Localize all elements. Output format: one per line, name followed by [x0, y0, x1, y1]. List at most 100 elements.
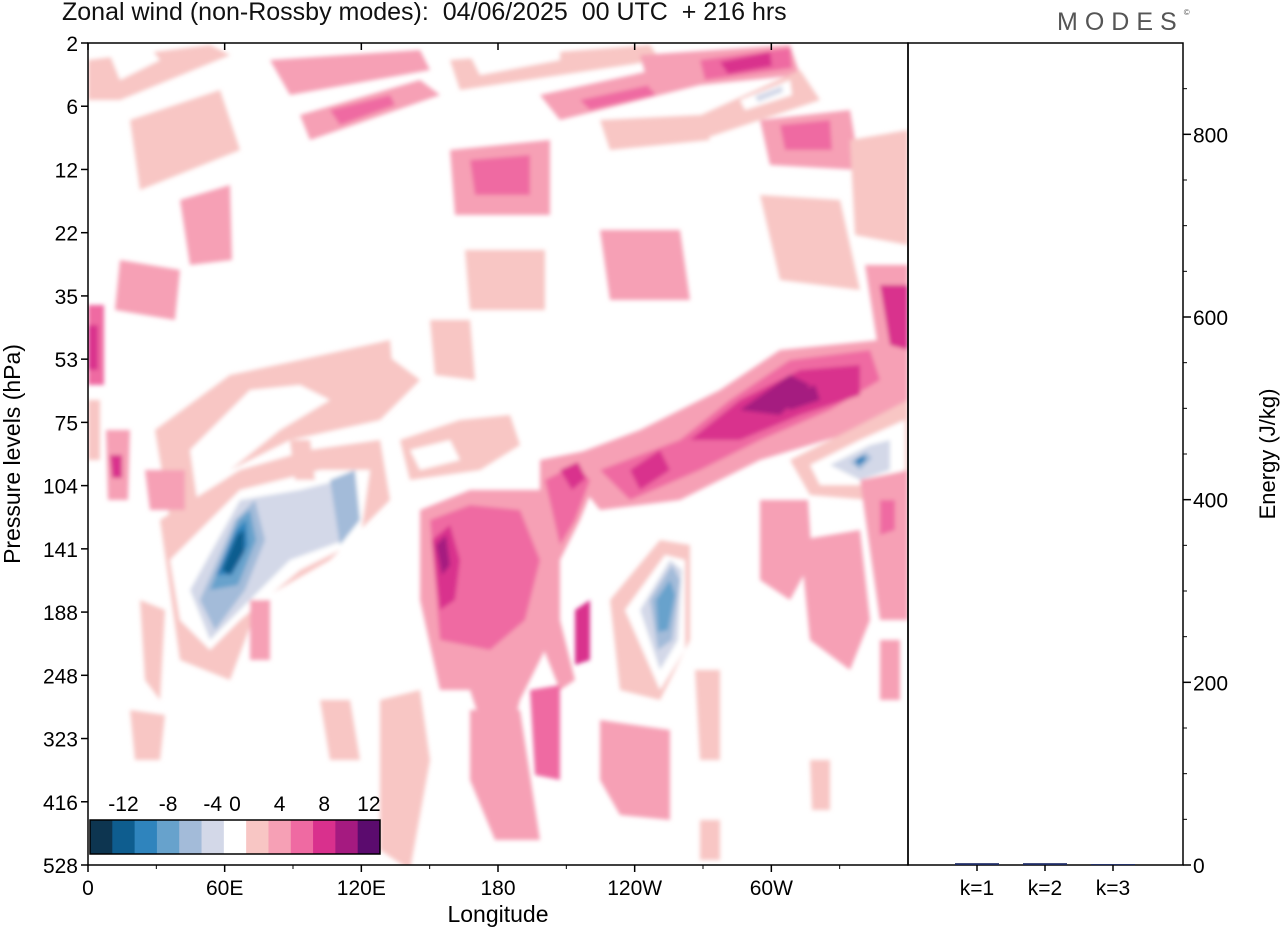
- contour-region: [470, 48, 560, 75]
- contour-region: [656, 580, 675, 632]
- colorbar-tick-label: 8: [318, 793, 330, 816]
- colorbar: -12 -8 -4 0 4 8 12: [89, 793, 381, 855]
- contour-region: [855, 455, 866, 466]
- colorbar-swatch: [357, 820, 381, 854]
- contour-region: [130, 710, 165, 760]
- contour-region: [110, 48, 160, 80]
- contour-region: [330, 470, 360, 545]
- contour-region: [436, 535, 450, 575]
- contour-region: [222, 530, 244, 575]
- colorbar-frame: [89, 819, 381, 855]
- contour-region: [155, 350, 420, 520]
- y-axis: 2 6 12 22 35 53 75 104 141 188 248 323 416 528: [43, 33, 88, 878]
- y-tick-label: 12: [55, 159, 78, 182]
- contour-region: [575, 600, 590, 665]
- colorbar-swatch: [290, 820, 314, 854]
- colorbar-tick-label: 0: [229, 793, 241, 816]
- contour-region: [580, 85, 655, 110]
- contour-region: [145, 470, 185, 510]
- y-tick-label: 6: [66, 96, 78, 119]
- energy-bar: [1091, 864, 1135, 866]
- energy-axis-label: Energy (J/kg): [1255, 389, 1280, 520]
- contour-region: [190, 385, 330, 520]
- energy-category-label: k=3: [1096, 877, 1130, 900]
- contour-region: [695, 670, 720, 760]
- colorbar-tick-label: 12: [357, 793, 380, 816]
- contour-region: [290, 440, 315, 480]
- y-tick-label: 141: [43, 539, 78, 562]
- energy-y-tick-label: 0: [1193, 855, 1205, 878]
- colorbar-swatch: [90, 820, 113, 854]
- contour-region: [270, 50, 430, 95]
- contour-region: [380, 690, 430, 865]
- y-tick-label: 22: [55, 223, 78, 246]
- contour-region: [140, 600, 165, 700]
- contour-region: [320, 700, 360, 760]
- energy-category-label: k=2: [1028, 877, 1062, 900]
- y-tick-label: 248: [43, 665, 78, 688]
- x-tick-label: 120W: [607, 877, 662, 900]
- modes-logo: MODES©: [1057, 8, 1190, 36]
- contour-region: [465, 250, 545, 310]
- y-tick-label: 323: [43, 729, 78, 752]
- energy-frame: [907, 42, 1184, 866]
- energy-category-label: k=1: [960, 877, 994, 900]
- colorbar-tick-label: 4: [274, 793, 286, 816]
- x-tick-label: 0: [82, 877, 94, 900]
- contour-region: [600, 230, 690, 300]
- y-tick-label: 528: [43, 855, 78, 878]
- contour-region: [180, 185, 232, 265]
- contour-region: [130, 90, 240, 190]
- contour-region: [330, 95, 395, 125]
- contour-region: [530, 685, 560, 780]
- x-axis: 0 60E 120E 180 120W 60W: [82, 43, 841, 900]
- contour-region: [760, 500, 812, 600]
- colorbar-swatch: [134, 820, 158, 854]
- y-tick-label: 53: [55, 349, 78, 372]
- wind-field: [88, 45, 908, 865]
- contour-region: [560, 462, 586, 490]
- contour-region: [780, 385, 820, 410]
- contour-region: [850, 130, 908, 245]
- y-axis-label: Pressure levels (hPa): [0, 344, 25, 564]
- x-tick-label: 60E: [206, 877, 243, 900]
- energy-bar: [1023, 863, 1067, 865]
- x-tick-label: 180: [480, 877, 515, 900]
- contour-region: [755, 86, 783, 102]
- contour-region: [740, 375, 810, 415]
- contour-region: [250, 600, 270, 660]
- energy-panel: 0 200 400 600 800 k=1 k=2 k=3: [955, 88, 1228, 900]
- colorbar-swatch: [201, 820, 225, 854]
- energy-bar: [955, 863, 999, 865]
- colorbar-tick-label: -4: [203, 793, 222, 816]
- x-tick-label: 60W: [750, 877, 793, 900]
- contour-region: [760, 195, 860, 290]
- contour-region: [110, 455, 122, 478]
- colorbar-swatch: [313, 820, 336, 854]
- colorbar-swatch: [335, 820, 359, 854]
- contour-region: [600, 720, 670, 820]
- colorbar-tick-label: -8: [159, 793, 178, 816]
- colorbar-swatch: [223, 820, 247, 854]
- contour-region: [780, 120, 832, 150]
- contour-region: [880, 500, 895, 535]
- energy-y-tick-label: 200: [1193, 672, 1228, 695]
- y-tick-label: 35: [55, 286, 78, 309]
- contour-region: [88, 400, 100, 460]
- colorbar-swatch: [179, 820, 203, 854]
- contour-region: [410, 440, 460, 470]
- contour-region: [880, 285, 908, 350]
- y-tick-label: 2: [66, 33, 78, 56]
- energy-y-tick-label: 800: [1193, 124, 1228, 147]
- y-tick-label: 416: [43, 792, 78, 815]
- contour-region: [545, 465, 590, 545]
- y-tick-label: 188: [43, 602, 78, 625]
- colorbar-swatch: [246, 820, 269, 854]
- colorbar-swatch: [112, 820, 136, 854]
- energy-y-tick-label: 400: [1193, 490, 1228, 513]
- contour-region: [860, 470, 908, 620]
- energy-y-tick-label: 600: [1193, 307, 1228, 330]
- contour-region: [810, 760, 830, 810]
- x-axis-label: Longitude: [447, 901, 548, 927]
